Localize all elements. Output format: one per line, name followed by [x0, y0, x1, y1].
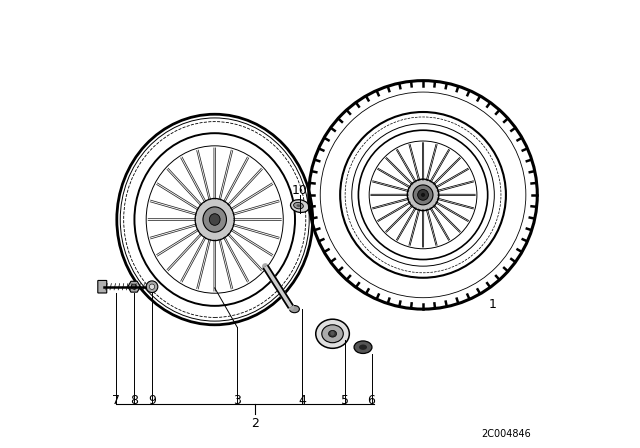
Text: 5: 5: [340, 394, 349, 408]
Circle shape: [413, 185, 433, 205]
FancyBboxPatch shape: [98, 280, 107, 293]
Text: ●: ●: [330, 330, 335, 336]
Ellipse shape: [296, 204, 301, 207]
Ellipse shape: [291, 200, 309, 212]
Text: 1: 1: [488, 298, 497, 311]
Ellipse shape: [289, 306, 300, 313]
Circle shape: [131, 284, 137, 289]
Text: 8: 8: [130, 394, 138, 408]
Ellipse shape: [354, 341, 372, 353]
Ellipse shape: [203, 207, 227, 232]
Ellipse shape: [209, 214, 220, 225]
Text: 6: 6: [367, 394, 376, 408]
Ellipse shape: [359, 345, 367, 350]
Text: 4: 4: [298, 394, 306, 408]
Text: 3: 3: [233, 394, 241, 408]
Circle shape: [421, 193, 425, 197]
Ellipse shape: [294, 202, 303, 209]
Ellipse shape: [322, 325, 343, 343]
Ellipse shape: [195, 198, 234, 241]
Text: 10: 10: [292, 184, 308, 197]
Text: 9: 9: [148, 394, 156, 408]
Text: 2: 2: [251, 417, 259, 430]
Text: 7: 7: [112, 394, 120, 408]
Text: 2C004846: 2C004846: [481, 429, 531, 439]
Circle shape: [146, 281, 158, 293]
Circle shape: [407, 179, 439, 211]
Circle shape: [418, 190, 428, 200]
Circle shape: [149, 284, 155, 289]
Ellipse shape: [316, 319, 349, 349]
Ellipse shape: [328, 331, 337, 337]
